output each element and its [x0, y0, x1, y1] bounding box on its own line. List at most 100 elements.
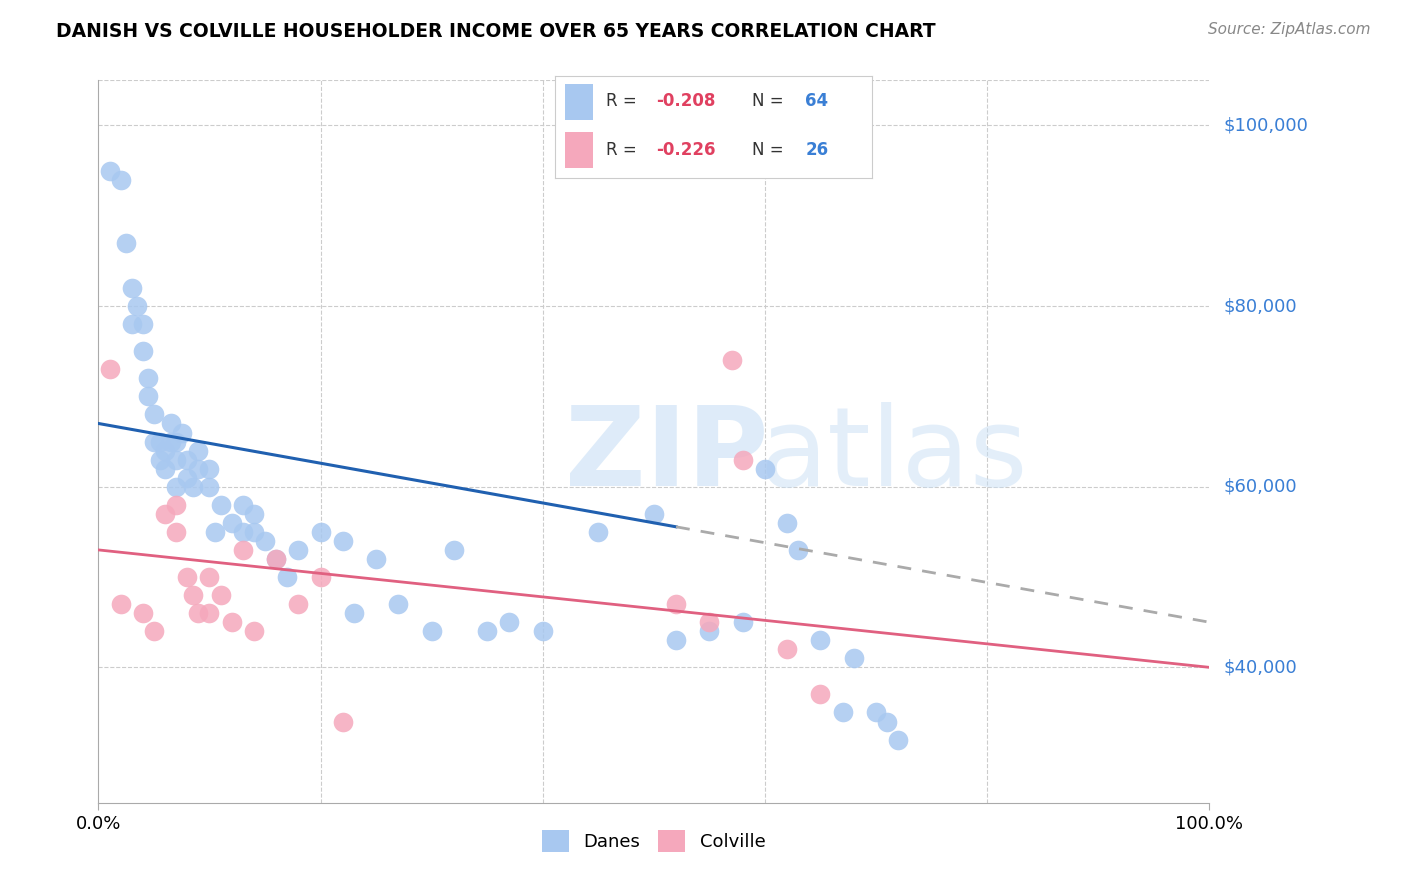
Point: [198, 606, 221, 620]
Point: [475, 624, 498, 639]
Text: $60,000: $60,000: [1223, 478, 1296, 496]
Point: [121, 317, 143, 331]
Point: [665, 597, 688, 611]
Point: [198, 461, 221, 475]
Point: [243, 624, 266, 639]
Point: [531, 624, 554, 639]
Point: [132, 606, 155, 620]
Point: [243, 507, 266, 521]
FancyBboxPatch shape: [565, 132, 593, 168]
Point: [287, 597, 309, 611]
Point: [865, 706, 887, 720]
Point: [198, 480, 221, 494]
Text: Source: ZipAtlas.com: Source: ZipAtlas.com: [1208, 22, 1371, 37]
Point: [498, 615, 520, 630]
Point: [731, 615, 754, 630]
Point: [110, 172, 132, 186]
Point: [170, 425, 193, 440]
Point: [332, 714, 354, 729]
Point: [810, 633, 832, 648]
Point: [187, 443, 209, 458]
Point: [148, 452, 170, 467]
Point: [831, 706, 853, 720]
Point: [165, 480, 187, 494]
Text: R =: R =: [606, 141, 643, 159]
Point: [366, 552, 388, 566]
Point: [754, 461, 776, 475]
Point: [887, 732, 910, 747]
Point: [153, 507, 176, 521]
Point: [309, 570, 332, 584]
Text: N =: N =: [752, 93, 789, 111]
Point: [232, 542, 254, 557]
Point: [181, 480, 204, 494]
Point: [132, 344, 155, 359]
Point: [187, 606, 209, 620]
Point: [387, 597, 409, 611]
Point: [221, 516, 243, 530]
Point: [209, 588, 232, 602]
Point: [138, 389, 160, 403]
Point: [699, 615, 721, 630]
Text: $80,000: $80,000: [1223, 297, 1296, 315]
Point: [165, 434, 187, 449]
Point: [343, 606, 366, 620]
Text: ZIP: ZIP: [565, 402, 768, 509]
Point: [309, 524, 332, 539]
Point: [776, 642, 799, 657]
Point: [221, 615, 243, 630]
Point: [643, 507, 665, 521]
Point: [876, 714, 898, 729]
Point: [165, 498, 187, 512]
Point: [287, 542, 309, 557]
Point: [121, 281, 143, 295]
Text: $100,000: $100,000: [1223, 117, 1308, 135]
Legend: Danes, Colville: Danes, Colville: [534, 822, 773, 859]
Point: [699, 624, 721, 639]
Point: [332, 533, 354, 548]
Point: [143, 624, 166, 639]
Point: [165, 452, 187, 467]
Point: [276, 570, 298, 584]
Point: [181, 588, 204, 602]
Point: [98, 163, 121, 178]
Point: [176, 570, 198, 584]
Point: [115, 235, 138, 250]
Point: [264, 552, 287, 566]
Point: [110, 597, 132, 611]
Point: [204, 524, 226, 539]
Point: [588, 524, 610, 539]
Text: atlas: atlas: [759, 402, 1028, 509]
Point: [138, 371, 160, 385]
Point: [165, 524, 187, 539]
Point: [187, 461, 209, 475]
Text: N =: N =: [752, 141, 789, 159]
Point: [153, 443, 176, 458]
Point: [787, 542, 810, 557]
Text: 64: 64: [806, 93, 828, 111]
Point: [143, 434, 166, 449]
Point: [159, 434, 181, 449]
Point: [209, 498, 232, 512]
Point: [420, 624, 443, 639]
Point: [264, 552, 287, 566]
Point: [176, 471, 198, 485]
Point: [198, 570, 221, 584]
Point: [98, 362, 121, 376]
Point: [132, 317, 155, 331]
Point: [232, 498, 254, 512]
Point: [148, 434, 170, 449]
Point: [720, 353, 742, 368]
Point: [842, 651, 865, 665]
Point: [143, 408, 166, 422]
Point: [253, 533, 276, 548]
Text: DANISH VS COLVILLE HOUSEHOLDER INCOME OVER 65 YEARS CORRELATION CHART: DANISH VS COLVILLE HOUSEHOLDER INCOME OV…: [56, 22, 936, 41]
Point: [776, 516, 799, 530]
Text: 26: 26: [806, 141, 828, 159]
Point: [731, 452, 754, 467]
Text: -0.226: -0.226: [657, 141, 716, 159]
Point: [665, 633, 688, 648]
Point: [159, 417, 181, 431]
Text: R =: R =: [606, 93, 643, 111]
Text: -0.208: -0.208: [657, 93, 716, 111]
